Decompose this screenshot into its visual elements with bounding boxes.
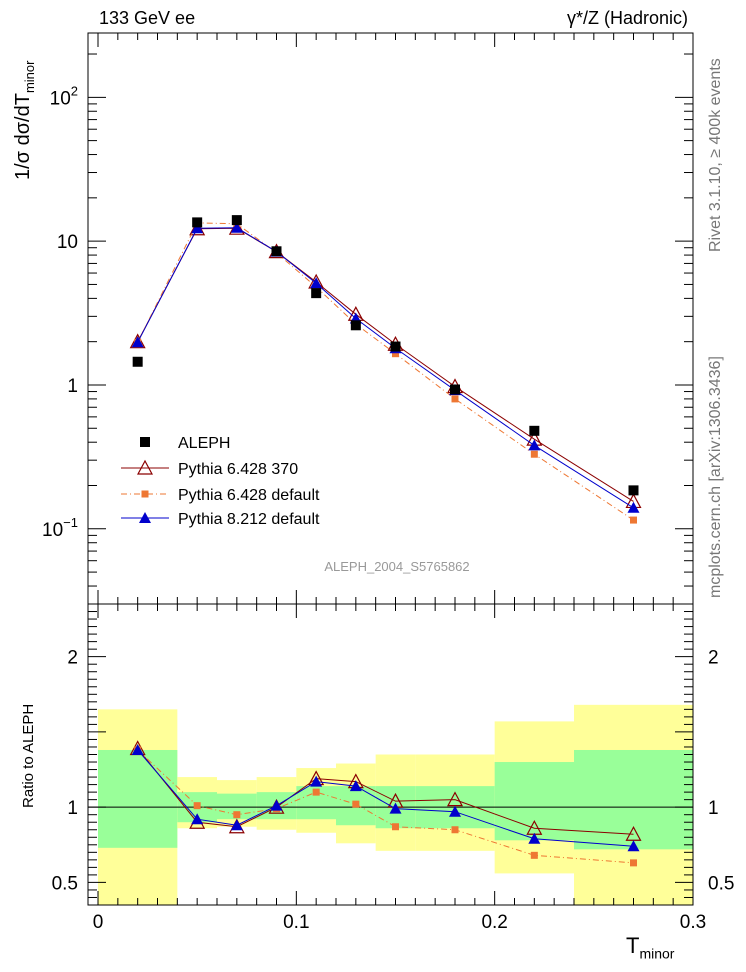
- ratio-pythia-6-428-default-point: [233, 811, 241, 819]
- ratio-pythia-8-212-default-point: [349, 780, 362, 792]
- main-pythia-8-212-default-point: [230, 221, 243, 233]
- ratio-y-tick-label: 0.5: [52, 873, 78, 894]
- ratio-pythia-6-428-default-point: [630, 859, 637, 867]
- ratio-pythia-8-212-default-point: [310, 775, 323, 787]
- ratio-pythia-6-428-default-point: [193, 802, 201, 810]
- legend-marker-pythia-8-212-default: [139, 512, 151, 523]
- ratio-pythia-6-428-default-point: [312, 788, 320, 796]
- x-tick-label: 0: [93, 912, 104, 933]
- main-y-axis-label-sub: minor: [22, 60, 37, 94]
- ratio-y-tick-label: 2: [67, 648, 78, 669]
- ratio-pythia-6-428-370-point: [446, 791, 464, 807]
- x-axis-label-sub: minor: [639, 945, 675, 962]
- process-label: γ*/Z (Hadronic): [566, 8, 688, 28]
- ratio-y-tick-label-right: 1: [708, 798, 719, 819]
- ratio-pythia-6-428-default-point: [530, 851, 538, 859]
- main-pythia-6-428-370-line: [137, 227, 634, 502]
- main-aleph-point: [628, 485, 639, 496]
- main-y-tick-label: 1: [67, 376, 78, 397]
- ratio-pythia-8-212-default-point: [449, 805, 461, 817]
- main-y-tick-label: 10−1: [42, 515, 78, 541]
- main-pythia-8-212-default-point: [528, 439, 541, 451]
- ratio-pythia-8-212-default-point: [270, 799, 283, 811]
- ratio-y-tick-label: 1: [67, 798, 78, 819]
- ratio-pythia-6-428-default-point: [451, 826, 459, 834]
- main-aleph-point: [311, 288, 322, 299]
- main-aleph-point: [529, 425, 540, 436]
- legend-marker-pythia-6-428-370: [136, 459, 154, 475]
- main-y-tick-label: 102: [50, 83, 78, 109]
- main-y-axis-label: 1/σ dσ/dTminor: [12, 61, 37, 180]
- main-pythia-6-428-default-point: [530, 450, 538, 458]
- rivet-version-label: Rivet 3.1.10, ≥ 400k events: [707, 58, 724, 252]
- ratio-pythia-8-212-default-point: [627, 840, 640, 852]
- main-pythia-6-428-default-point: [451, 395, 459, 403]
- main-pythia-6-428-default-point: [392, 350, 399, 358]
- legend-marker-aleph: [140, 437, 150, 447]
- main-pythia-8-212-default-line: [137, 227, 634, 509]
- ratio-pythia-8-212-default-point: [191, 813, 204, 825]
- ratio-pythia-8-212-default-point: [528, 832, 541, 844]
- ratio-pythia-8-212-default-line: [137, 749, 634, 847]
- legend-label-pythia-6-428-370: Pythia 6.428 370: [178, 461, 298, 478]
- legend-label-pythia-6-428-default: Pythia 6.428 default: [178, 487, 320, 504]
- x-axis-label: Tminor: [626, 933, 674, 961]
- ratio-pythia-6-428-default-point: [352, 800, 360, 808]
- main-pythia-8-212-default-point: [310, 277, 323, 289]
- ratio-y-tick-label-right: 2: [708, 648, 719, 669]
- x-tick-label: 0.3: [680, 912, 706, 933]
- ratio-pythia-8-212-default-point: [131, 743, 144, 755]
- ratio-pythia-8-212-default-point: [230, 819, 243, 831]
- ratio-pythia-6-428-default-line: [137, 749, 634, 864]
- main-y-axis-label-main: 1/σ dσ/dT: [12, 93, 34, 180]
- energy-label: 133 GeV ee: [99, 8, 196, 28]
- main-aleph-point: [450, 384, 460, 395]
- main-pythia-8-212-default-point: [627, 501, 640, 513]
- ratio-pythia-8-212-default-point: [389, 802, 402, 814]
- ratio-y-axis-label: Ratio to ALEPH: [20, 703, 37, 808]
- main-aleph-point: [350, 320, 361, 331]
- ratio-pythia-6-428-370-line: [137, 748, 634, 835]
- ratio-pythia-6-428-370-point: [625, 825, 642, 841]
- ratio-pythia-6-428-default-point: [392, 823, 399, 831]
- main-aleph-point: [271, 246, 282, 257]
- main-aleph-point: [192, 217, 203, 228]
- legend-marker-pythia-6-428-default: [141, 490, 149, 498]
- main-aleph-point: [132, 356, 143, 367]
- ratio-stat-band: [494, 762, 574, 841]
- main-pythia-8-212-default-point: [191, 222, 204, 234]
- main-pythia-8-212-default-point: [131, 336, 144, 348]
- source-label: mcplots.cern.ch [arXiv:1306.3436]: [707, 356, 724, 598]
- x-tick-label: 0.1: [283, 912, 309, 933]
- ratio-stat-band: [574, 749, 693, 850]
- x-tick-label: 0.2: [481, 912, 507, 933]
- ratio-stat-band: [98, 749, 178, 848]
- main-y-tick-label: 10: [57, 232, 78, 253]
- analysis-watermark: ALEPH_2004_S5765862: [324, 559, 469, 574]
- main-pythia-6-428-default-line: [137, 222, 634, 521]
- ratio-y-tick-label-right: 0.5: [708, 873, 734, 894]
- main-aleph-point: [231, 215, 242, 226]
- main-pythia-6-428-default-point: [630, 516, 637, 524]
- main-aleph-point: [390, 341, 401, 352]
- legend-label-pythia-8-212-default: Pythia 8.212 default: [178, 511, 320, 528]
- legend-label-aleph: ALEPH: [178, 435, 230, 452]
- x-axis-label-main: T: [626, 933, 640, 958]
